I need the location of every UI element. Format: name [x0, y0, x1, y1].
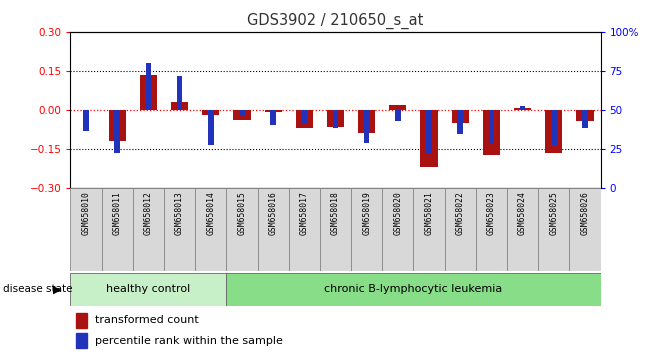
Text: GSM658017: GSM658017 — [300, 191, 309, 235]
Bar — [582, 110, 588, 128]
Text: chronic B-lymphocytic leukemia: chronic B-lymphocytic leukemia — [324, 284, 503, 295]
Bar — [226, 273, 601, 306]
Bar — [327, 110, 344, 127]
Bar — [445, 188, 476, 271]
Text: GDS3902 / 210650_s_at: GDS3902 / 210650_s_at — [248, 12, 423, 29]
Bar — [364, 110, 370, 143]
Bar — [551, 110, 556, 145]
Bar — [208, 110, 213, 145]
Bar — [70, 188, 101, 271]
Text: healthy control: healthy control — [106, 284, 191, 295]
Bar — [301, 110, 307, 124]
Text: GSM658020: GSM658020 — [393, 191, 403, 235]
Bar — [70, 273, 226, 306]
Bar — [520, 106, 525, 110]
Bar — [140, 75, 157, 110]
Bar — [115, 110, 120, 153]
Bar — [476, 188, 507, 271]
Text: GSM658026: GSM658026 — [580, 191, 589, 235]
Bar — [546, 110, 562, 153]
Bar — [483, 110, 500, 155]
Bar — [320, 188, 351, 271]
Bar — [538, 188, 570, 271]
Text: ▶: ▶ — [53, 284, 62, 295]
Bar — [395, 110, 401, 121]
Bar — [296, 110, 313, 128]
Bar — [452, 110, 469, 123]
Bar — [171, 102, 188, 110]
Text: GSM658019: GSM658019 — [362, 191, 371, 235]
Text: GSM658018: GSM658018 — [331, 191, 340, 235]
Bar — [226, 188, 258, 271]
Bar — [76, 333, 87, 348]
Bar — [289, 188, 320, 271]
Bar — [264, 110, 282, 112]
Bar — [234, 110, 250, 120]
Bar — [258, 188, 289, 271]
Text: percentile rank within the sample: percentile rank within the sample — [95, 336, 283, 346]
Text: GSM658015: GSM658015 — [238, 191, 246, 235]
Bar — [101, 188, 133, 271]
Bar — [458, 110, 463, 135]
Text: GSM658024: GSM658024 — [518, 191, 527, 235]
Bar — [576, 110, 594, 121]
Bar — [421, 110, 437, 167]
Bar — [413, 188, 445, 271]
Bar — [109, 110, 125, 141]
Bar — [146, 63, 151, 110]
Bar — [239, 110, 245, 115]
Bar — [389, 104, 407, 110]
Bar — [507, 188, 538, 271]
Text: GSM658014: GSM658014 — [206, 191, 215, 235]
Bar — [164, 188, 195, 271]
Text: GSM658022: GSM658022 — [456, 191, 465, 235]
Bar — [133, 188, 164, 271]
Text: disease state: disease state — [3, 284, 73, 295]
Bar — [358, 110, 375, 133]
Bar — [76, 313, 87, 328]
Text: GSM658011: GSM658011 — [113, 191, 121, 235]
Bar — [488, 110, 495, 143]
Text: GSM658023: GSM658023 — [487, 191, 496, 235]
Text: GSM658010: GSM658010 — [82, 191, 91, 235]
Text: GSM658016: GSM658016 — [268, 191, 278, 235]
Bar — [514, 108, 531, 110]
Bar — [351, 188, 382, 271]
Text: GSM658025: GSM658025 — [550, 191, 558, 235]
Bar — [202, 110, 219, 115]
Text: GSM658021: GSM658021 — [425, 191, 433, 235]
Bar — [426, 110, 432, 153]
Bar — [195, 188, 226, 271]
Bar — [83, 110, 89, 131]
Bar — [333, 110, 338, 128]
Bar — [176, 76, 183, 110]
Text: GSM658013: GSM658013 — [175, 191, 184, 235]
Bar — [270, 110, 276, 125]
Bar — [382, 188, 413, 271]
Text: transformed count: transformed count — [95, 315, 199, 325]
Bar — [570, 188, 601, 271]
Text: GSM658012: GSM658012 — [144, 191, 153, 235]
